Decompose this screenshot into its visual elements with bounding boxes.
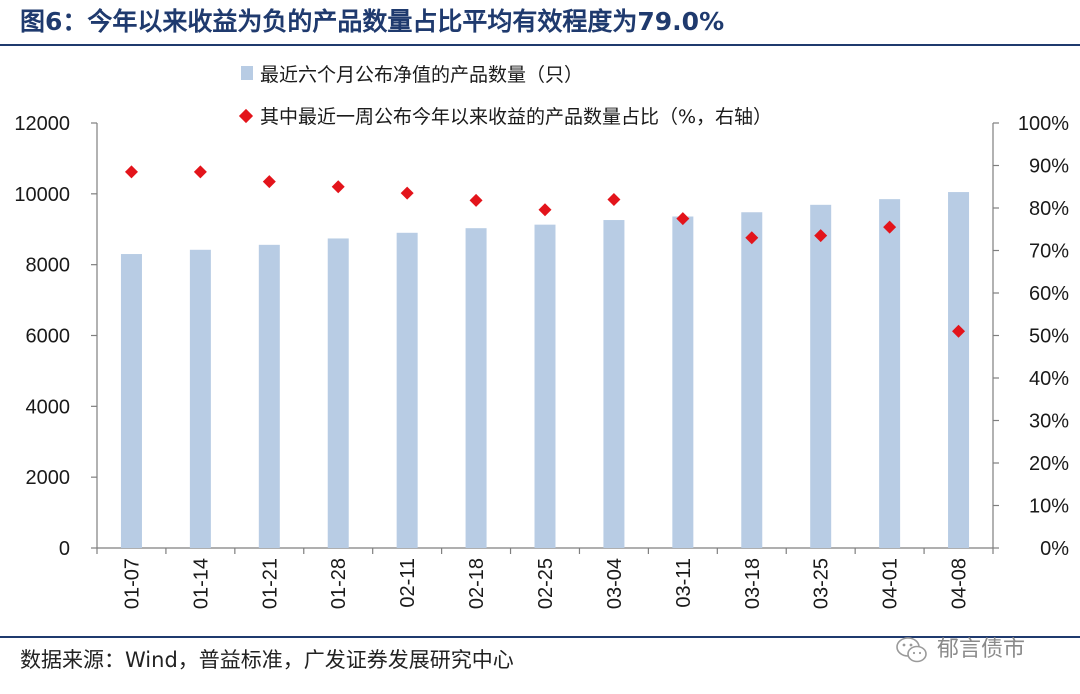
x-tick-label: 02-18: [466, 558, 488, 609]
x-tick-label: 04-08: [949, 558, 971, 609]
right-tick-label: 40%: [1029, 368, 1069, 390]
x-tick-label: 01-14: [190, 558, 212, 609]
x-tick-label: 02-25: [535, 558, 557, 609]
right-tick-label: 50%: [1029, 326, 1069, 348]
x-tick-label: 01-21: [259, 558, 281, 609]
bar: [120, 254, 142, 548]
title-divider: [0, 44, 1080, 46]
watermark-text: 郁言债市: [937, 637, 1026, 662]
data-point: [745, 231, 759, 245]
x-tick-label: 03-04: [604, 558, 626, 609]
right-tick-label: 20%: [1029, 453, 1069, 475]
legend-bar-label: 最近六个月公布净值的产品数量（只）: [260, 64, 583, 86]
legend: 最近六个月公布净值的产品数量（只） 其中最近一周公布今年以来收益的产品数量占比（…: [238, 64, 772, 128]
footer-divider: [0, 636, 1080, 638]
left-tick-label: 2000: [26, 467, 71, 489]
right-tick-label: 10%: [1029, 496, 1069, 518]
data-point: [814, 229, 828, 243]
x-tick-label: 03-25: [811, 558, 833, 609]
bar: [741, 212, 763, 548]
left-tick-label: 6000: [26, 326, 71, 348]
data-point: [400, 186, 414, 200]
bar: [672, 216, 694, 548]
data-point: [538, 203, 552, 217]
data-point: [331, 180, 345, 194]
bar: [603, 220, 625, 548]
right-tick-label: 80%: [1029, 198, 1069, 220]
data-point: [952, 324, 966, 338]
bar: [189, 249, 211, 548]
legend-bar-swatch: [241, 66, 253, 80]
right-tick-label: 100%: [1018, 113, 1069, 135]
x-tick-label: 01-28: [328, 558, 350, 609]
bar: [879, 199, 901, 549]
right-tick-label: 30%: [1029, 411, 1069, 433]
data-point: [469, 193, 483, 207]
bar: [327, 238, 349, 549]
bar: [465, 228, 487, 548]
legend-marker-label: 其中最近一周公布今年以来收益的产品数量占比（%，右轴）: [260, 106, 772, 128]
watermark: 郁言债市: [895, 628, 1025, 672]
chart-area: 最近六个月公布净值的产品数量（只） 其中最近一周公布今年以来收益的产品数量占比（…: [14, 64, 1069, 609]
data-point: [883, 220, 897, 234]
data-point: [193, 165, 207, 179]
data-point: [124, 165, 138, 179]
x-tick-label: 04-01: [880, 558, 902, 609]
source-note: 数据来源：Wind，普益标准，广发证券发展研究中心: [20, 648, 514, 672]
chart-title: 图6：今年以来收益为负的产品数量占比平均有效程度为79.0%: [20, 7, 725, 36]
right-tick-label: 70%: [1029, 241, 1069, 263]
data-point: [676, 212, 690, 226]
bar: [396, 232, 418, 548]
left-tick-label: 8000: [26, 255, 71, 277]
right-tick-label: 60%: [1029, 283, 1069, 305]
legend-marker-swatch: [238, 108, 254, 124]
x-tick-label: 03-11: [673, 558, 695, 608]
left-tick-label: 0: [59, 538, 70, 560]
bar: [948, 192, 970, 548]
data-point: [262, 175, 276, 189]
x-tick-label: 02-11: [397, 558, 419, 608]
bar: [534, 224, 556, 549]
bar: [258, 244, 280, 549]
wechat-icon: [896, 637, 927, 663]
data-point: [607, 193, 621, 206]
right-tick-label: 0%: [1040, 538, 1069, 560]
left-tick-label: 4000: [26, 396, 71, 418]
bar: [810, 204, 832, 548]
left-tick-label: 12000: [14, 113, 70, 135]
right-tick-label: 90%: [1029, 156, 1069, 178]
x-tick-label: 01-07: [121, 558, 143, 609]
x-tick-label: 03-18: [742, 558, 764, 609]
left-tick-label: 10000: [14, 184, 70, 206]
